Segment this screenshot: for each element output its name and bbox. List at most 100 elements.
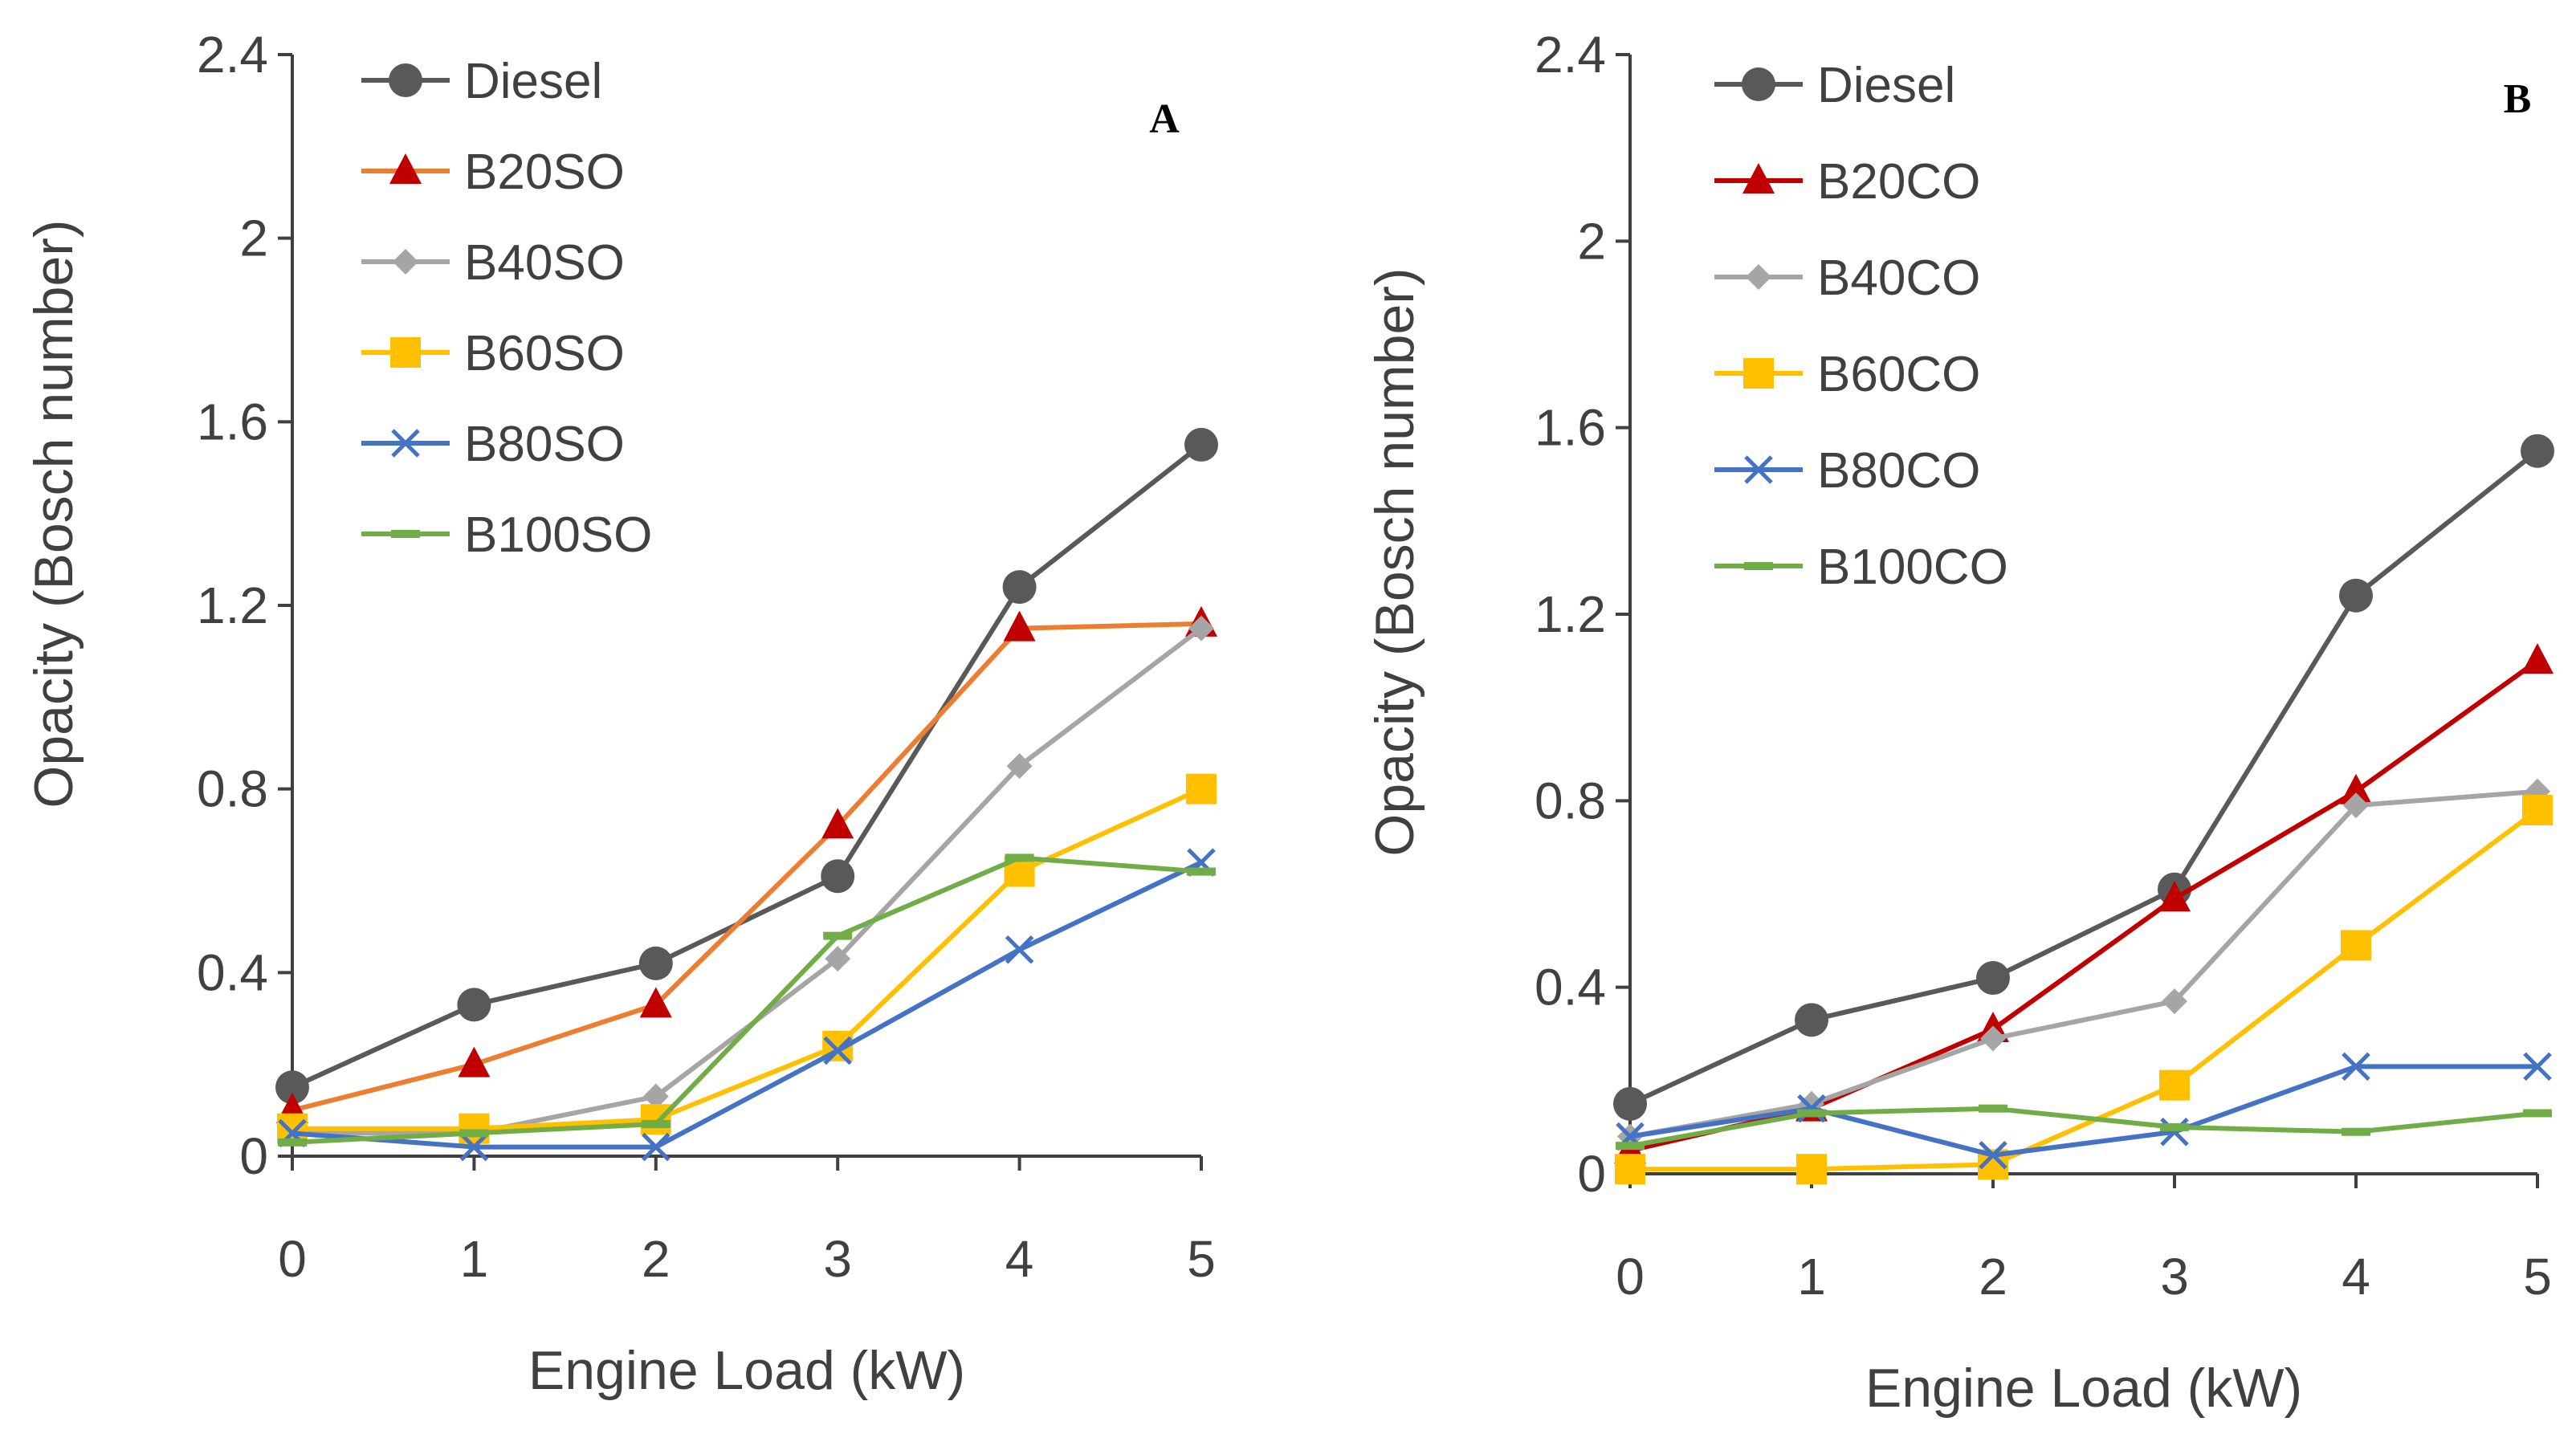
data-point (638, 946, 673, 980)
data-point (823, 931, 853, 940)
legend-label: Diesel (464, 54, 602, 109)
data-point (1005, 935, 1034, 964)
legend-marker (391, 429, 420, 458)
data-point (459, 1132, 489, 1162)
legend-marker (1743, 358, 1774, 389)
data-point (459, 1113, 490, 1144)
data-point (2342, 1127, 2370, 1136)
y-tick-label: 1.6 (1535, 399, 1606, 457)
data-point (1006, 753, 1033, 780)
legend-marker (389, 153, 422, 184)
data-point (1797, 1109, 1826, 1118)
x-tick-label: 3 (823, 1230, 852, 1288)
legend-item: B20SO (361, 145, 625, 200)
legend-label: B100SO (464, 507, 652, 563)
legend-marker (1742, 67, 1775, 101)
data-point (1003, 610, 1036, 642)
data-point (1184, 427, 1218, 462)
y-tick-label: 2.4 (1535, 26, 1606, 84)
data-point (278, 1138, 307, 1147)
series-b100so (278, 853, 1216, 1147)
data-point (2343, 792, 2369, 819)
y-tick-label: 0 (239, 1127, 268, 1185)
y-tick-label: 1.2 (1535, 585, 1606, 643)
data-point (2341, 930, 2371, 961)
y-axis-title: Opacity (Bosch number) (1364, 267, 1425, 856)
data-point (823, 1036, 852, 1065)
panel-label-a: A (1149, 96, 1180, 142)
legend-marker (390, 337, 421, 368)
x-tick-label: 5 (2523, 1248, 2552, 1305)
data-point (1187, 867, 1216, 876)
data-point (2160, 1122, 2189, 1131)
data-point (821, 808, 854, 839)
data-point (821, 859, 855, 894)
legend-marker (393, 249, 418, 275)
data-point (1002, 570, 1037, 605)
panel-label-b: B (2504, 76, 2532, 122)
x-axis-title: Engine Load (kW) (528, 1340, 965, 1401)
series-diesel (275, 427, 1218, 1105)
y-tick-label: 2 (239, 210, 268, 267)
y-tick-label: 0.8 (197, 760, 268, 818)
series-line (291, 442, 1203, 1090)
data-point (1615, 1154, 1645, 1185)
series-b100co (1616, 1104, 2552, 1151)
data-point (458, 1046, 491, 1077)
series-b80so (278, 848, 1216, 1162)
y-tick-label: 2.4 (197, 26, 268, 84)
legend-label: B60SO (464, 326, 625, 381)
data-point (1979, 1141, 2007, 1170)
legend-item: B40SO (361, 235, 625, 291)
data-point (1616, 1142, 1645, 1151)
legend-item: B60CO (1714, 347, 1980, 402)
series-line (292, 626, 1203, 1136)
legend-label: B100CO (1817, 540, 2008, 595)
data-point (2159, 1069, 2190, 1101)
legend-item: B100CO (1714, 540, 2008, 595)
data-point (2342, 1052, 2370, 1081)
legend-marker (1744, 455, 1773, 484)
data-point (2523, 1109, 2552, 1118)
legend-label: Diesel (1817, 58, 1955, 113)
series-line (1629, 788, 2538, 1139)
legend-item: B60SO (361, 326, 625, 381)
series-line (1629, 658, 2539, 1153)
x-tick-label: 0 (278, 1230, 307, 1288)
y-tick-label: 0.4 (1535, 959, 1606, 1016)
legend-marker (1746, 264, 1771, 290)
data-point (642, 1132, 670, 1162)
data-point (2521, 643, 2554, 674)
legend-item: B80CO (1714, 443, 1980, 499)
y-axis-title: Opacity (Bosch number) (23, 219, 84, 808)
series-b20so (276, 605, 1217, 1123)
y-tick-label: 0.8 (1535, 772, 1606, 829)
x-tick-label: 1 (1797, 1248, 1826, 1305)
series-b60co (1615, 794, 2553, 1185)
x-tick-label: 2 (642, 1230, 670, 1288)
series-line (1630, 808, 2539, 1172)
x-tick-label: 1 (460, 1230, 489, 1288)
legend-marker (391, 530, 420, 538)
x-tick-label: 5 (1187, 1230, 1216, 1288)
data-point (2162, 988, 2187, 1015)
series-line (1628, 449, 2539, 1106)
series-b60so (277, 773, 1217, 1144)
data-point (459, 1129, 489, 1138)
y-tick-label: 0 (1577, 1145, 1606, 1203)
legend-item: B100SO (361, 507, 652, 563)
legend-marker (1742, 163, 1775, 193)
data-point (1005, 853, 1034, 862)
x-tick-label: 0 (1616, 1248, 1645, 1305)
legend-item: B80SO (361, 417, 625, 472)
x-tick-label: 4 (2342, 1248, 2370, 1305)
series-b40so (279, 615, 1214, 1147)
data-point (2340, 773, 2372, 804)
legend-marker (389, 63, 422, 97)
chart-panel-a: A Opacity (Bosch number) Engine Load (kW… (23, 26, 1218, 1401)
legend-marker (1744, 562, 1773, 570)
series-b80co (1616, 1052, 2552, 1170)
y-tick-label: 1.6 (197, 393, 268, 450)
legend-label: B40CO (1817, 251, 1980, 306)
legend-item: B40CO (1714, 251, 1980, 306)
